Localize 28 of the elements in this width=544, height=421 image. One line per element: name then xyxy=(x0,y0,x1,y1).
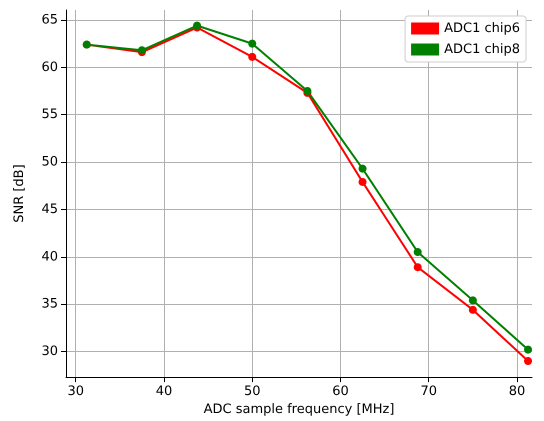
x-tick-label: 60 xyxy=(332,384,349,400)
point xyxy=(248,40,256,48)
legend-label: ADC1 chip8 xyxy=(444,42,520,57)
y-tick-label: 40 xyxy=(41,249,58,264)
point xyxy=(524,356,532,365)
point xyxy=(358,164,367,173)
y-tick-label: 30 xyxy=(41,344,58,360)
point xyxy=(414,248,422,256)
x-tick-label: 40 xyxy=(156,384,172,400)
point xyxy=(414,263,422,272)
y-tick-label: 65 xyxy=(41,12,58,28)
point xyxy=(468,296,477,304)
y-tick-label: 60 xyxy=(41,60,58,75)
y-tick-label: 45 xyxy=(41,202,58,217)
x-tick-label: 70 xyxy=(420,384,438,400)
point xyxy=(468,306,477,314)
y-tick-label: 55 xyxy=(41,107,58,122)
x-tick-label: 50 xyxy=(244,384,260,400)
x-axis-title: ADC sample frequency [MHz] xyxy=(204,402,394,417)
y-tick-label: 50 xyxy=(41,154,58,170)
point xyxy=(524,346,532,354)
y-tick-label: 35 xyxy=(41,296,58,312)
x-tick-label: 80 xyxy=(508,384,526,400)
y-axis-title: SNR [dB] xyxy=(12,164,27,223)
legend-label: ADC1 chip6 xyxy=(444,21,520,36)
point xyxy=(358,178,367,186)
point xyxy=(248,52,256,61)
x-tick-label: 30 xyxy=(67,384,84,400)
